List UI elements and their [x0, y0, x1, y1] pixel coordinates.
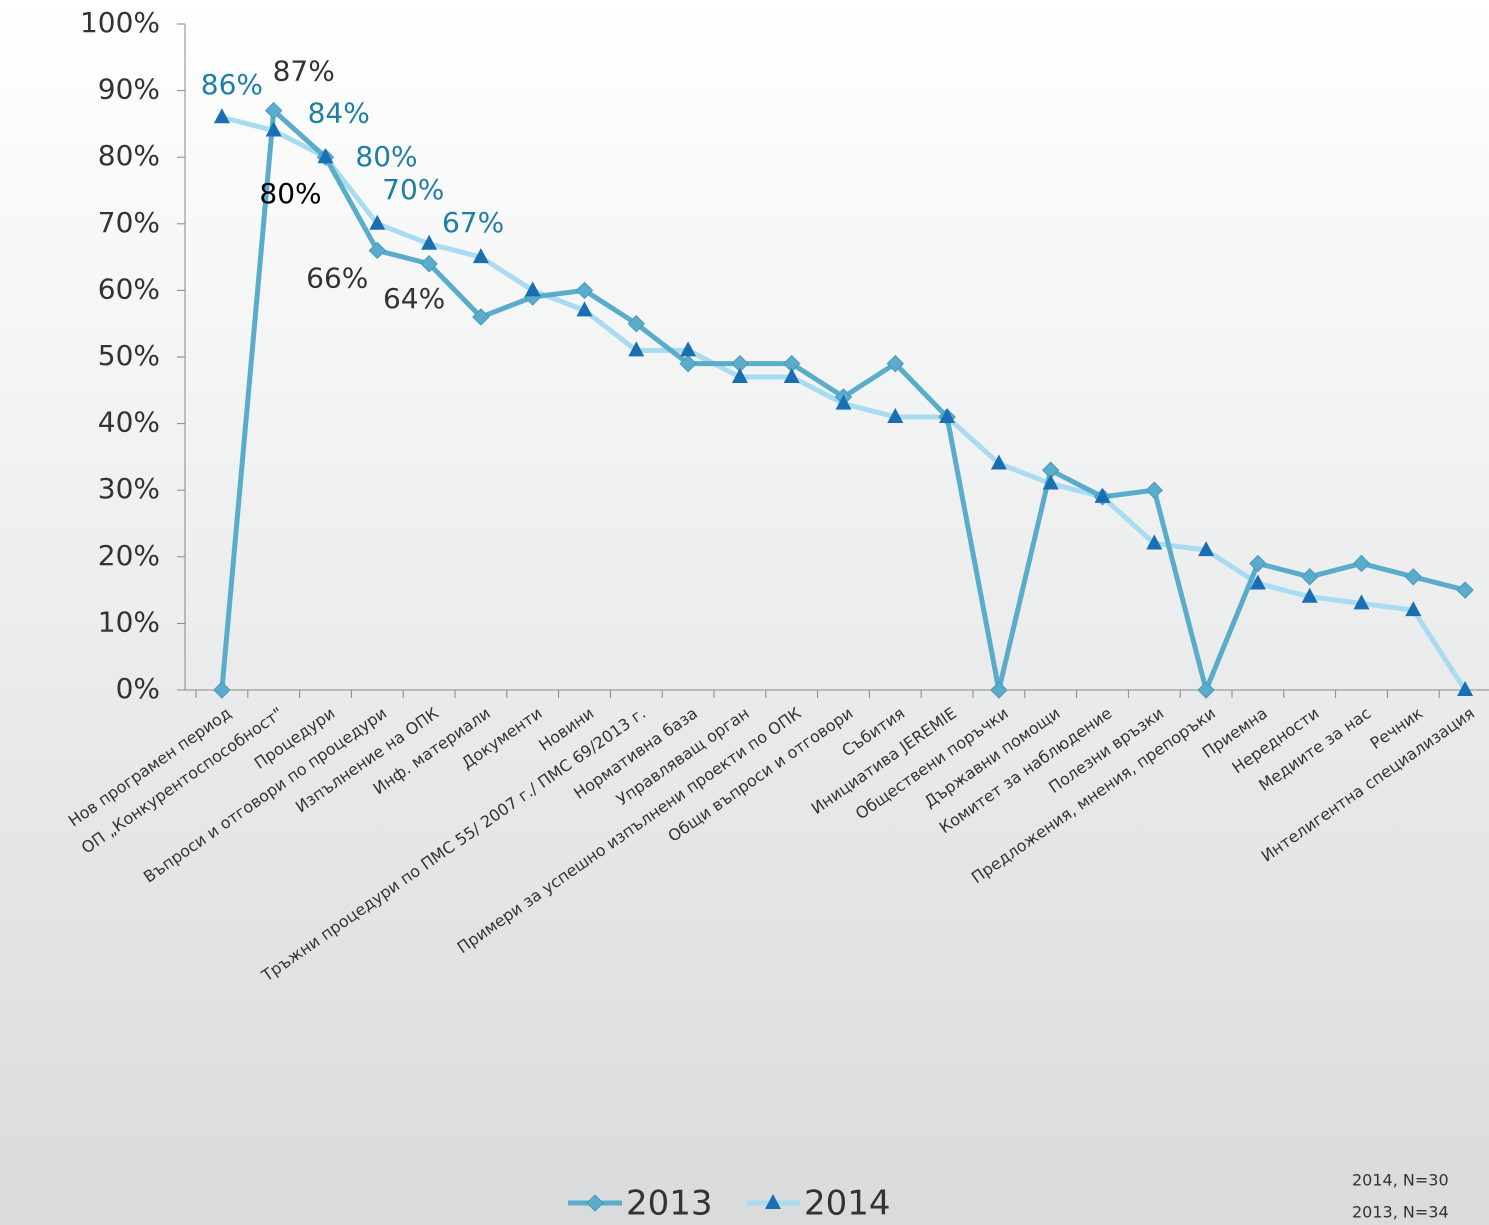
- point: [1404, 568, 1423, 586]
- point: [1145, 481, 1164, 499]
- y-tick-label: 60%: [98, 272, 160, 305]
- y-tick-label: 50%: [98, 339, 160, 372]
- point: [1249, 554, 1267, 573]
- point: [835, 394, 852, 410]
- data-label: 84%: [308, 97, 370, 130]
- data-label: 66%: [306, 261, 368, 294]
- point: [368, 241, 387, 260]
- point: [628, 341, 645, 357]
- point: [1198, 541, 1215, 557]
- data-label: 86%: [201, 68, 263, 101]
- point: [1146, 534, 1163, 550]
- point: [627, 314, 646, 333]
- note: 2014, N=30: [1352, 1171, 1449, 1190]
- data-label: 70%: [382, 173, 444, 206]
- point: [575, 281, 594, 300]
- point: [1353, 594, 1370, 610]
- y-tick-label: 90%: [98, 73, 160, 106]
- point: [886, 354, 905, 373]
- point: [524, 281, 541, 297]
- point: [680, 341, 697, 357]
- y-tick-label: 100%: [80, 6, 160, 39]
- point: [369, 214, 386, 230]
- point: [1457, 681, 1474, 696]
- point: [887, 407, 904, 423]
- y-tick-label: 70%: [98, 206, 160, 239]
- y-tick-label: 30%: [98, 472, 160, 505]
- point: [731, 367, 748, 383]
- point: [317, 148, 334, 164]
- y-tick-label: 0%: [116, 672, 160, 705]
- point: [1301, 587, 1318, 603]
- data-label: 80%: [259, 177, 321, 210]
- point: [265, 121, 282, 137]
- legend-label: 2014: [804, 1184, 891, 1224]
- point: [576, 301, 593, 317]
- point: [990, 681, 1008, 699]
- point: [420, 255, 438, 273]
- point: [939, 407, 956, 423]
- point: [1042, 474, 1059, 490]
- point: [1456, 581, 1474, 599]
- point: [213, 108, 230, 124]
- point: [421, 234, 438, 250]
- point: [783, 367, 800, 383]
- data-label: 80%: [355, 140, 417, 173]
- point: [1197, 681, 1215, 699]
- point: [990, 454, 1007, 470]
- point: [1094, 487, 1111, 503]
- point: [1405, 601, 1422, 617]
- point: [1300, 568, 1319, 586]
- data-label: 87%: [273, 55, 335, 88]
- y-tick-label: 20%: [98, 539, 160, 572]
- legend-marker: [765, 1194, 781, 1209]
- legend-label: 2013: [626, 1184, 713, 1224]
- point: [472, 308, 490, 326]
- point: [1352, 554, 1371, 573]
- data-label: 64%: [383, 282, 445, 315]
- data-label: 67%: [442, 206, 504, 239]
- note: 2013, N=34: [1352, 1203, 1449, 1222]
- point: [264, 101, 283, 120]
- y-tick-label: 10%: [98, 605, 160, 638]
- y-tick-label: 40%: [98, 406, 160, 439]
- point: [679, 354, 697, 373]
- legend-marker: [586, 1194, 604, 1212]
- y-tick-label: 80%: [98, 139, 160, 172]
- point: [1249, 574, 1266, 590]
- point: [213, 681, 231, 699]
- point: [472, 248, 489, 264]
